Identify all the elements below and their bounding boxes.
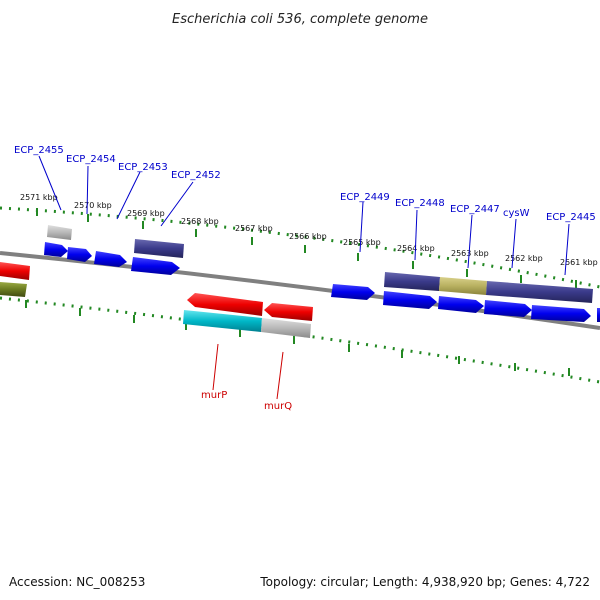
kbp-label: 2562 kbp [505,254,543,263]
gene-label[interactable]: ECP_2447 [450,204,500,215]
kbp-label: 2571 kbp [20,193,58,202]
map-title: Escherichia coli 536, complete genome [172,12,428,27]
olive-band [439,277,487,295]
gene-arrow-forward [383,291,437,309]
gene-leaders-top [38,155,570,276]
gene-label[interactable]: ECP_2455 [14,145,64,156]
kbp-label: 2561 kbp [560,258,598,267]
cds-band [134,239,184,258]
kbp-label: 2570 kbp [74,201,112,210]
gene-label[interactable]: ECP_2453 [118,162,168,173]
minor-ticks [25,300,570,376]
cyan-band [183,310,262,332]
grey-band [261,318,311,338]
gene-leaders-bottom [212,343,284,400]
gene-label[interactable]: ECP_2449 [340,192,390,203]
gene-arrow-green [0,282,27,297]
kbp-label: 2568 kbp [181,217,219,226]
gene-label[interactable]: ECP_2448 [395,198,445,209]
kbp-label: 2567 kbp [235,224,273,233]
gene-label[interactable]: murQ [264,401,292,412]
kbp-label: 2569 kbp [127,209,165,218]
gene-arrow-reverse [0,262,30,280]
topology-text: Topology: circular; Length: 4,938,920 bp… [259,575,590,589]
gene-arrow-forward [94,251,127,267]
gene-label[interactable]: ECP_2452 [171,170,221,181]
kbp-label: 2563 kbp [451,249,489,258]
kbp-label: 2566 kbp [289,232,327,241]
gene-label[interactable]: ECP_2454 [66,154,116,165]
gene-label[interactable]: murP [201,390,227,401]
gene-arrow-forward [67,247,92,262]
gene-label[interactable]: ECP_2445 [546,212,596,223]
gene-arrow-forward [531,305,591,322]
accession-text: Accession: NC_008253 [9,575,145,589]
murQ-arrow [264,303,313,321]
gene-arrow-forward [44,242,68,257]
gene-label[interactable]: cysW [503,208,530,219]
cds-band [384,272,440,291]
cds-band [486,281,593,303]
grey-feature [47,225,72,240]
murP-arrow [187,293,263,316]
gene-arrow-forward [484,300,532,317]
scale-dots-top [0,206,600,289]
gene-arrow-forward [438,296,484,313]
gene-arrow-forward [597,308,600,322]
gene-arrow-forward [131,257,180,275]
gene-arrow-forward [331,284,375,300]
kbp-label: 2565 kbp [343,238,381,247]
major-ticks [36,208,577,288]
